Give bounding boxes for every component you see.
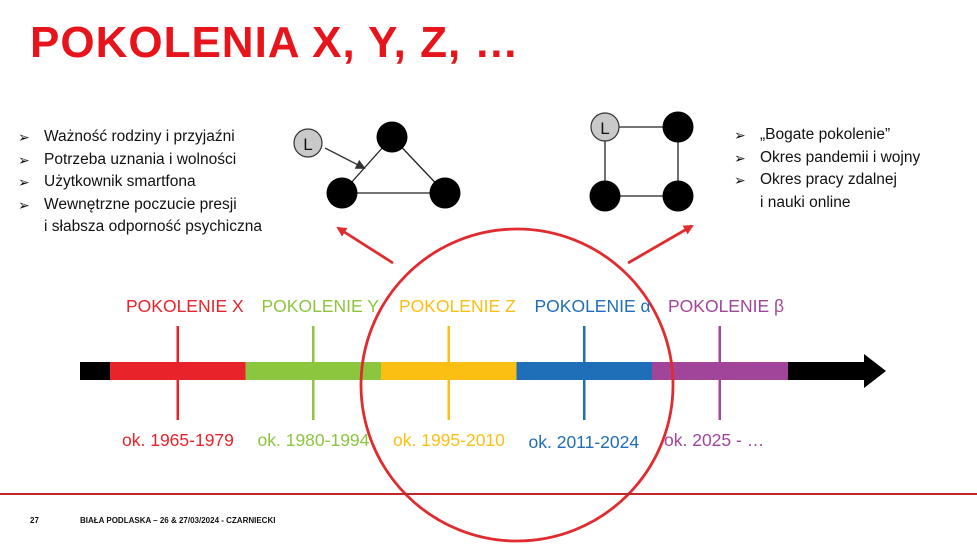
timeline-start-segment: [80, 362, 110, 380]
leader-node: [590, 112, 620, 142]
page-number: 27: [30, 516, 39, 525]
arrow-bullet-icon: ➢: [734, 149, 746, 166]
left-bullet-text: i słabsza odporność psychiczna: [44, 218, 262, 235]
network-node: [429, 177, 461, 209]
network-node: [589, 180, 621, 212]
generation-years: ok. 2025 - …: [664, 430, 765, 450]
network-arrow: [324, 147, 366, 169]
triangle-network-diagram: L: [293, 121, 461, 209]
generation-label: POKOLENIE Z: [399, 296, 516, 316]
generation-years: ok. 1995-2010: [393, 430, 505, 450]
left-bullet-item: ➢ Użytkownik smartfona: [18, 171, 262, 194]
leader-node-label: L: [303, 135, 312, 154]
timeline-arrowhead: [864, 354, 886, 388]
right-bullet-item: ➢ „Bogate pokolenie”: [734, 124, 920, 147]
arrow-bullet-icon: ➢: [18, 196, 30, 213]
generation-label: POKOLENIE Y: [261, 296, 379, 316]
leader-node: [293, 128, 323, 158]
left-bullet-list: ➢ Ważność rodziny i przyjaźni ➢ Potrzeba uz…: [18, 126, 262, 239]
generation-years: ok. 1980-1994: [257, 430, 370, 450]
right-bullet-text: Okres pracy zdalnej: [760, 171, 897, 188]
right-bullet-text: Okres pandemii i wojny: [760, 148, 921, 166]
generation-label: POKOLENIE β: [668, 296, 785, 316]
arrow-bullet-icon: ➢: [18, 151, 30, 168]
arrow-bullet-icon: ➢: [18, 129, 30, 145]
right-bullet-list: ➢ „Bogate pokolenie” ➢ Okres pandemii i woj…: [734, 124, 920, 214]
leader-node-label: L: [600, 119, 609, 138]
square-network-diagram: L: [589, 111, 694, 212]
generation-label: POKOLENIE X: [126, 296, 244, 316]
right-bullet-item: ➢ Okres pandemii i wojny: [734, 147, 920, 170]
network-node: [662, 180, 694, 212]
left-bullet-text: Ważność rodziny i przyjaźni: [44, 128, 235, 145]
left-bullet-text: Potrzeba uznania i wolności: [44, 150, 237, 168]
network-node: [662, 111, 694, 143]
left-bullet-item: ➢ Wewnętrzne poczucie presji i słabsza odp…: [18, 194, 262, 239]
left-bullet-text: Wewnętrzne poczucie presji: [44, 195, 237, 213]
arrow-bullet-icon: ➢: [18, 174, 30, 190]
generation-years: ok. 1965-1979: [122, 430, 234, 450]
timeline-bar: [80, 354, 886, 388]
footer-divider: [0, 493, 977, 495]
timeline-end-segment: [786, 362, 866, 380]
generation-label: POKOLENIE α: [534, 296, 651, 316]
red-arrow-right: [627, 224, 694, 265]
slide-title: POKOLENIA X, Y, Z, …: [30, 18, 520, 67]
red-arrow-left: [336, 226, 394, 265]
left-bullet-item: ➢ Ważność rodziny i przyjaźni: [18, 126, 262, 149]
right-bullet-text: „Bogate pokolenie”: [760, 126, 891, 143]
left-bullet-item: ➢ Potrzeba uznania i wolności: [18, 149, 262, 172]
network-node: [376, 121, 408, 153]
network-node: [326, 177, 358, 209]
arrow-bullet-icon: ➢: [734, 127, 746, 143]
footer-text: BIAŁA PODLASKA – 26 & 27/03/2024 - CZARN…: [80, 516, 276, 525]
right-bullet-text: i nauki online: [760, 193, 851, 211]
arrow-bullet-icon: ➢: [734, 172, 746, 188]
highlight-circle: [359, 227, 675, 543]
generation-years: ok. 2011-2024: [528, 432, 640, 452]
right-bullet-item: ➢ Okres pracy zdalnej i nauki online: [734, 169, 920, 214]
left-bullet-text: Użytkownik smartfona: [44, 173, 196, 190]
